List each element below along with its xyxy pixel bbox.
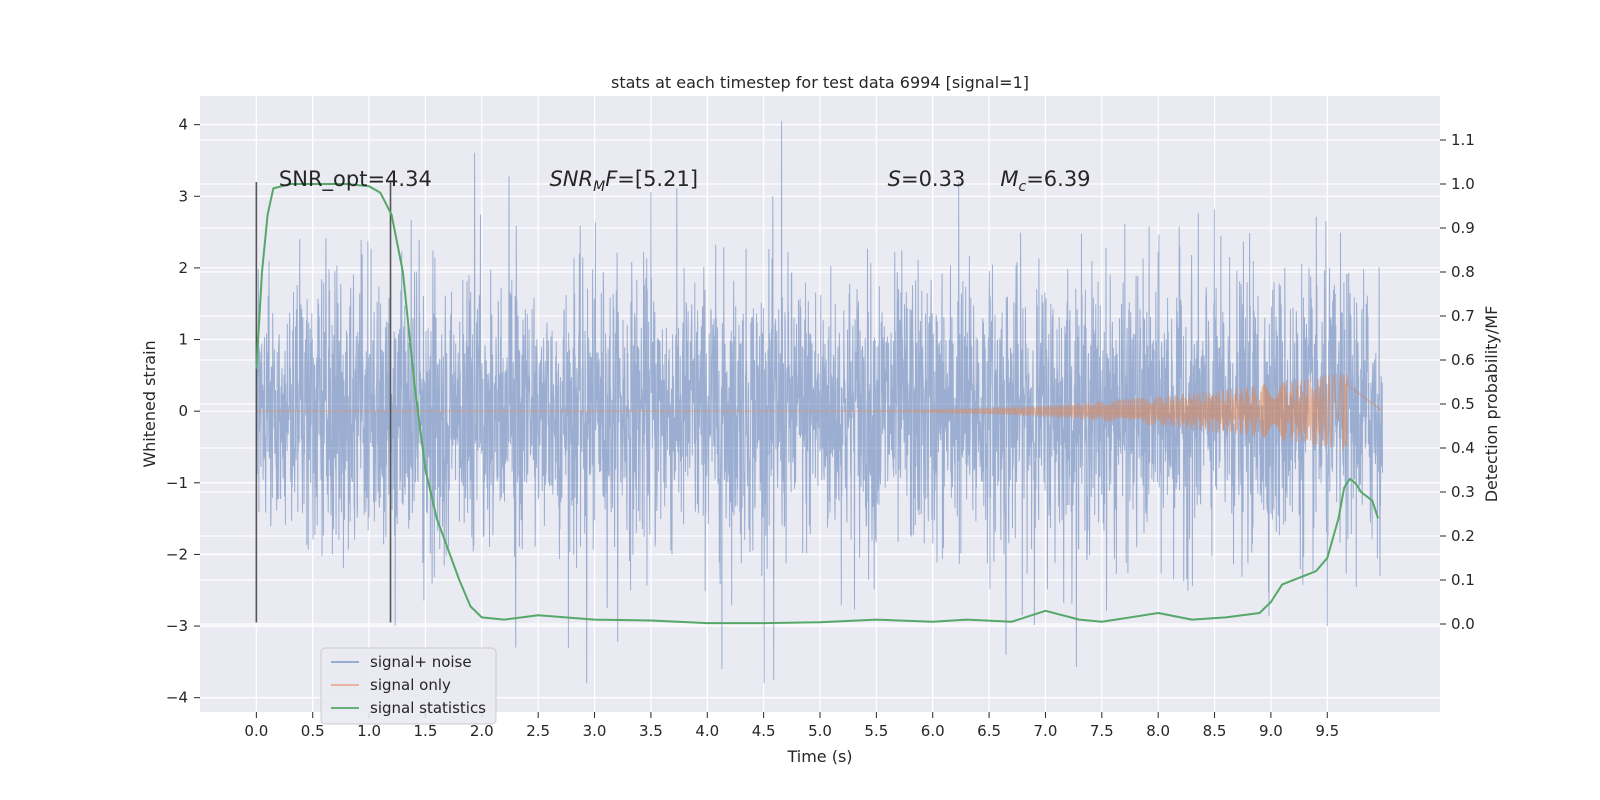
- x-tick-label: 8.0: [1146, 722, 1170, 740]
- vertical-markers: [255, 181, 392, 623]
- x-tick-label: 0.5: [301, 722, 325, 740]
- x-tick-label: 6.5: [977, 722, 1001, 740]
- y-right-tick-label: 0.0: [1451, 615, 1475, 633]
- legend-label-signal-only: signal only: [370, 676, 451, 694]
- x-tick-label: 1.5: [414, 722, 438, 740]
- y-left-axis-ticks: 4 3 2 1 0 −1 −2 −3 −4: [166, 116, 200, 707]
- signal-noise-series: [255, 121, 1383, 684]
- signal-statistics-series: [255, 183, 1379, 625]
- x-tick-label: 4.0: [695, 722, 719, 740]
- x-tick-label: 4.5: [752, 722, 776, 740]
- y-left-tick-label: 0: [178, 402, 188, 420]
- y-right-axis-label: Detection probability/MF: [1482, 306, 1501, 503]
- y-left-tick-label: 2: [178, 259, 188, 277]
- signal-only-line: [256, 373, 1383, 450]
- annotation-mc: Mc=6.39: [1000, 167, 1090, 195]
- x-tick-label: 2.5: [526, 722, 550, 740]
- x-tick-label: 0.0: [244, 722, 268, 740]
- legend-label-signal-noise: signal+ noise: [370, 653, 472, 671]
- x-tick-label: 2.0: [470, 722, 494, 740]
- y-right-tick-label: 0.1: [1451, 571, 1475, 589]
- x-tick-label: 1.0: [357, 722, 381, 740]
- y-left-tick-label: −1: [166, 474, 188, 492]
- annotation-s: S=0.33: [888, 167, 966, 191]
- y-left-tick-label: −4: [166, 689, 188, 707]
- x-tick-label: 5.5: [864, 722, 888, 740]
- annotation-snr-opt: SNR_opt=4.34: [279, 167, 432, 192]
- legend: signal+ noise signal only signal statist…: [320, 647, 497, 725]
- y-right-tick-label: 0.2: [1451, 527, 1475, 545]
- signal-noise-line: [255, 121, 1383, 684]
- y-left-tick-label: 3: [178, 187, 188, 205]
- x-tick-label: 6.0: [921, 722, 945, 740]
- legend-box: [320, 647, 497, 725]
- x-axis-ticks: 0.0 0.5 1.0 1.5 2.0 2.5 3.0 3.5 4.0 4.5 5.0 5.5 6.0 6…: [244, 712, 1339, 740]
- legend-label-signal-statistics: signal statistics: [370, 699, 486, 717]
- y-left-tick-label: −3: [166, 617, 188, 635]
- y-right-tick-label: 0.5: [1451, 395, 1475, 413]
- y-left-tick-label: 1: [178, 331, 188, 349]
- chart-title: stats at each timestep for test data 699…: [611, 73, 1029, 92]
- y-right-tick-label: 0.3: [1451, 483, 1475, 501]
- y-right-axis-ticks: 1.1 1.0 0.9 0.8 0.7 0.6 0.5 0.4 0.3 0.2 0.1 0.0: [1440, 131, 1475, 633]
- x-tick-label: 7.0: [1034, 722, 1058, 740]
- y-right-tick-label: 1.1: [1451, 131, 1475, 149]
- signal-statistics-line: [255, 183, 1379, 625]
- y-left-tick-label: 4: [178, 116, 188, 134]
- x-tick-label: 9.0: [1259, 722, 1283, 740]
- x-tick-label: 3.0: [583, 722, 607, 740]
- x-axis-label: Time (s): [786, 747, 852, 766]
- y-right-tick-label: 0.6: [1451, 351, 1475, 369]
- x-tick-label: 9.5: [1315, 722, 1339, 740]
- y-right-tick-label: 0.8: [1451, 263, 1475, 281]
- y-right-tick-label: 0.9: [1451, 219, 1475, 237]
- x-tick-label: 3.5: [639, 722, 663, 740]
- annotations: SNR_opt=4.34 SNRMF=[5.21] S=0.33 Mc=6.39: [279, 167, 1091, 195]
- x-tick-label: 5.0: [808, 722, 832, 740]
- y-right-tick-label: 0.4: [1451, 439, 1475, 457]
- y-right-tick-label: 0.7: [1451, 307, 1475, 325]
- annotation-snr-mf: SNRMF=[5.21]: [549, 167, 698, 195]
- x-tick-label: 8.5: [1203, 722, 1227, 740]
- y-left-axis-label: Whitened strain: [140, 340, 159, 467]
- y-right-tick-label: 1.0: [1451, 175, 1475, 193]
- signal-only-series: [256, 373, 1383, 450]
- y-left-tick-label: −2: [166, 545, 188, 563]
- x-tick-label: 7.5: [1090, 722, 1114, 740]
